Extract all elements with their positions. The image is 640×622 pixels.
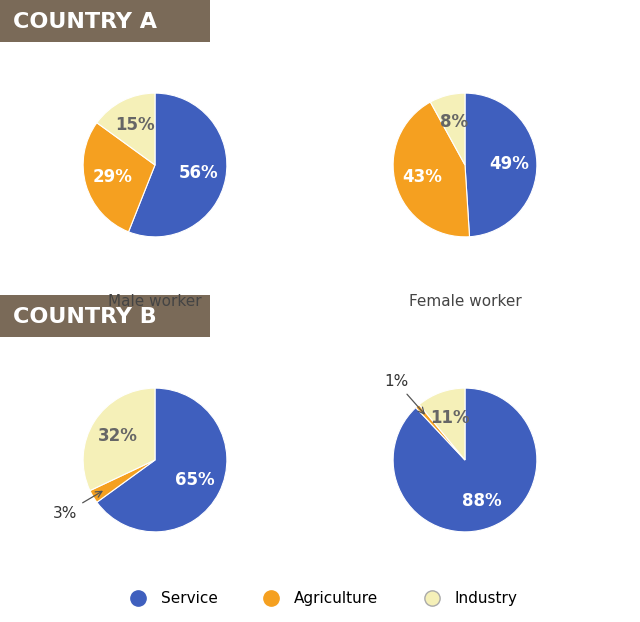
Text: COUNTRY A: COUNTRY A: [13, 12, 157, 32]
Wedge shape: [90, 460, 155, 502]
Text: 15%: 15%: [115, 116, 155, 134]
Text: 56%: 56%: [179, 164, 219, 182]
Text: 65%: 65%: [175, 471, 214, 490]
Wedge shape: [97, 93, 155, 165]
Wedge shape: [416, 405, 465, 460]
Legend: Service, Agriculture, Industry: Service, Agriculture, Industry: [116, 585, 524, 612]
Text: 88%: 88%: [461, 493, 501, 511]
Wedge shape: [419, 388, 465, 460]
Text: 29%: 29%: [92, 169, 132, 187]
Text: Male worker: Male worker: [108, 294, 202, 309]
Wedge shape: [393, 388, 537, 532]
Text: COUNTRY B: COUNTRY B: [13, 307, 156, 327]
Wedge shape: [129, 93, 227, 237]
Text: 32%: 32%: [97, 427, 138, 445]
Text: 8%: 8%: [440, 113, 468, 131]
Text: 11%: 11%: [430, 409, 470, 427]
Text: Male worker: Male worker: [108, 589, 202, 604]
Wedge shape: [83, 123, 155, 232]
Wedge shape: [430, 93, 465, 165]
Wedge shape: [393, 102, 470, 237]
Wedge shape: [97, 388, 227, 532]
Wedge shape: [465, 93, 537, 237]
Text: Female worker: Female worker: [408, 589, 522, 604]
Text: 3%: 3%: [53, 491, 102, 521]
Text: Female worker: Female worker: [408, 294, 522, 309]
Text: 43%: 43%: [403, 169, 442, 187]
Text: 49%: 49%: [490, 155, 529, 172]
Wedge shape: [83, 388, 155, 491]
Text: 1%: 1%: [384, 374, 424, 414]
